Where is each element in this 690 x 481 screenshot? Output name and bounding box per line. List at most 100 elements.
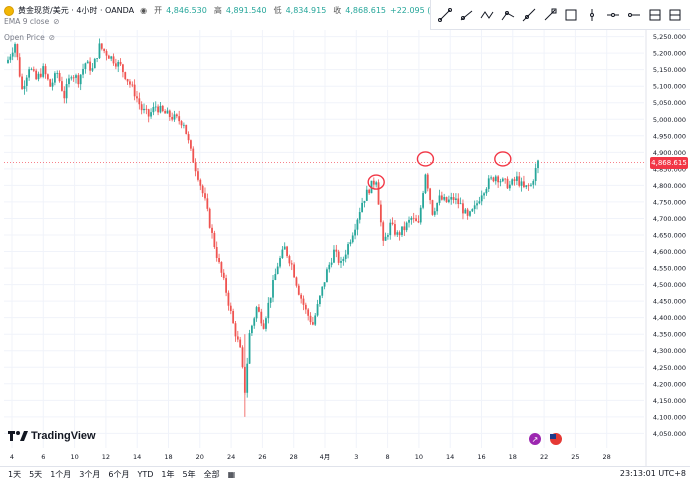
candle-body <box>178 116 181 122</box>
candle-body <box>494 176 497 182</box>
info-line-icon[interactable] <box>541 6 559 24</box>
extended-line-icon[interactable] <box>520 6 538 24</box>
candle-body <box>476 203 478 206</box>
candle-body <box>485 188 488 194</box>
horizontal-ray-icon[interactable] <box>625 6 643 24</box>
candle-body <box>28 69 31 78</box>
candle-body <box>340 260 342 263</box>
y-tick-label: 4,750.000 <box>653 198 686 206</box>
candle-body <box>487 178 490 189</box>
candle-body <box>452 197 455 200</box>
range-all[interactable]: 全部 <box>203 469 220 479</box>
current-price-tag: 4,868.615 <box>650 156 688 169</box>
range-1m[interactable]: 1个月 <box>50 469 72 479</box>
tradingview-logo-icon <box>8 431 28 441</box>
x-tick-label: 10 <box>415 453 423 461</box>
x-tick-label: 28 <box>290 453 298 461</box>
candle-body <box>56 73 59 74</box>
candle-body <box>337 251 340 263</box>
candle-body <box>84 63 87 69</box>
candle-body <box>419 207 422 223</box>
range-3m[interactable]: 3个月 <box>79 469 101 479</box>
candle-body <box>70 77 73 79</box>
short-position-icon[interactable] <box>666 6 684 24</box>
rectangle-icon[interactable] <box>562 6 580 24</box>
candle-body <box>335 249 338 252</box>
horizontal-line-icon[interactable] <box>604 6 622 24</box>
candle-body <box>440 195 443 200</box>
candle-body <box>532 181 535 185</box>
candle-body <box>105 51 108 56</box>
candle-body <box>140 104 143 111</box>
candle-body <box>49 79 52 87</box>
x-tick-label: 22 <box>540 453 548 461</box>
candle-body <box>443 197 446 200</box>
range-5y[interactable]: 5年 <box>182 469 196 479</box>
clock[interactable]: 23:13:01 UTC+8 <box>619 469 686 478</box>
candle-body <box>42 66 45 77</box>
candle-body <box>501 178 504 182</box>
candle-body <box>143 108 145 111</box>
candle-body <box>46 74 49 80</box>
candle-body <box>68 78 70 85</box>
open-price-legend[interactable]: Open Price ⊘ <box>4 33 56 42</box>
eye-off-icon[interactable]: ⊘ <box>53 17 60 26</box>
candle-body <box>213 232 216 247</box>
candle-body <box>455 198 457 200</box>
chart-badges: ↗ <box>529 433 562 445</box>
chart-legend: 黄金现货/美元 · 4小时 · OANDA ◉ 开 4,846.530 高 4,89… <box>0 0 489 24</box>
tradingview-logo[interactable]: TradingView <box>8 430 96 442</box>
candle-body <box>499 181 502 183</box>
range-ytd[interactable]: YTD <box>137 469 154 479</box>
candle-body <box>387 235 389 237</box>
range-6m[interactable]: 6个月 <box>108 469 130 479</box>
y-tick-label: 4,950.000 <box>653 132 686 140</box>
candle-body <box>417 221 420 223</box>
candle-body <box>35 70 38 80</box>
gold-symbol-icon <box>4 5 14 16</box>
eye-icon[interactable]: ◉ <box>140 6 148 15</box>
candle-body <box>290 263 293 265</box>
candle-body <box>372 180 375 185</box>
candle-body <box>103 48 106 52</box>
path-icon[interactable] <box>478 6 496 24</box>
candle-body <box>21 76 23 89</box>
candle-body <box>307 309 310 316</box>
range-1d[interactable]: 1天 <box>8 469 22 479</box>
polyline-icon[interactable] <box>499 6 517 24</box>
candle-body <box>281 249 284 259</box>
x-tick-label: 25 <box>571 453 579 461</box>
candle-body <box>25 77 28 86</box>
candle-body <box>321 286 324 296</box>
candle-body <box>110 56 113 59</box>
y-tick-label: 5,150.000 <box>653 66 686 74</box>
range-5d[interactable]: 5天 <box>29 469 43 479</box>
ray-icon[interactable] <box>457 6 475 24</box>
candle-body <box>187 134 190 141</box>
candle-body <box>220 262 223 273</box>
x-tick-label: 3 <box>354 453 358 461</box>
candle-body <box>98 43 101 59</box>
y-tick-label: 4,700.000 <box>653 215 686 223</box>
vertical-line-icon[interactable] <box>583 6 601 24</box>
y-tick-label: 4,250.000 <box>653 364 686 372</box>
symbol-title[interactable]: 黄金现货/美元 · 4小时 · OANDA <box>18 6 135 15</box>
candle-body <box>466 209 469 216</box>
y-tick-label: 4,400.000 <box>653 314 686 322</box>
candle-body <box>157 106 159 113</box>
calendar-icon[interactable]: ▦ <box>227 469 236 479</box>
range-1y[interactable]: 1年 <box>161 469 175 479</box>
ema-legend[interactable]: EMA 9 close ⊘ <box>4 17 60 26</box>
candle-body <box>54 73 56 83</box>
candle-body <box>405 222 408 231</box>
long-position-icon[interactable] <box>646 6 664 24</box>
candle-body <box>206 198 209 209</box>
eye-off-icon[interactable]: ⊘ <box>48 33 56 42</box>
candle-body <box>415 218 417 222</box>
candle-body <box>204 193 206 199</box>
trend-line-icon[interactable] <box>436 6 454 24</box>
candle-body <box>150 112 152 117</box>
candle-body <box>218 257 220 263</box>
candle-body <box>293 264 296 278</box>
